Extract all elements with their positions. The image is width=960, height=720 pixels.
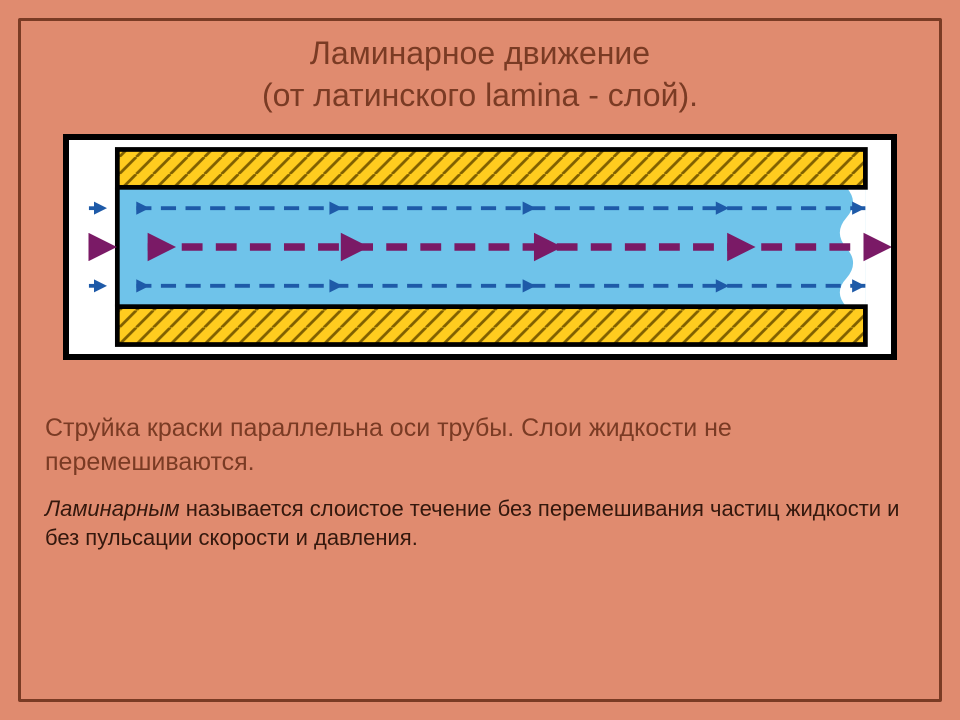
subtitle-text: Струйка краски параллельна оси трубы. Сл…	[45, 412, 915, 480]
definition-italic: Ламинарным	[45, 496, 180, 521]
slide-title: Ламинарное движение (от латинского lamin…	[45, 33, 915, 116]
diagram-container	[45, 134, 915, 360]
laminar-flow-diagram	[63, 134, 897, 360]
slide: Ламинарное движение (от латинского lamin…	[0, 0, 960, 720]
title-line2: (от латинского lamina - слой).	[262, 77, 698, 113]
title-line1: Ламинарное движение	[310, 35, 650, 71]
slide-frame: Ламинарное движение (от латинского lamin…	[18, 18, 942, 702]
definition-text: Ламинарным называется слоистое течение б…	[45, 494, 915, 553]
